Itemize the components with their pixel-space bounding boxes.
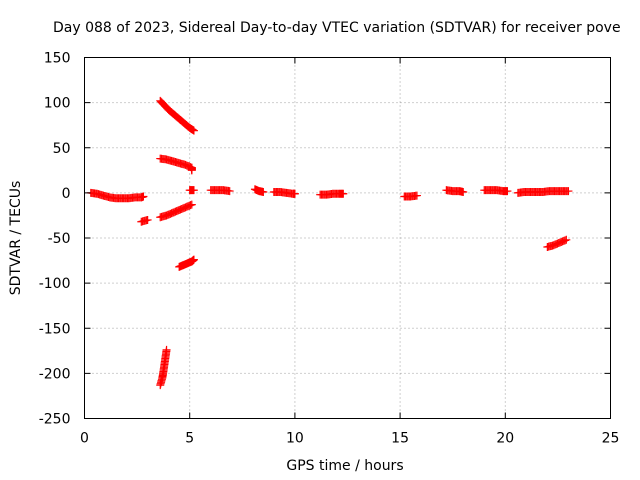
series-arc-1 [86, 188, 148, 203]
series-arc-10 [250, 185, 268, 196]
x-tick-label: 5 [185, 431, 194, 447]
y-tick-labels: -250 -200 -150 -100 -50 0 50 100 150 [39, 51, 71, 428]
data-point [339, 189, 348, 198]
data-point [225, 187, 234, 196]
data-point [189, 255, 198, 264]
series-arc-14 [442, 186, 468, 196]
data-points [86, 96, 573, 390]
series-arc-11 [269, 187, 299, 198]
x-axis-label: GPS time / hours [286, 458, 403, 474]
chart-title: Day 088 of 2023, Sidereal Day-to-day VTE… [53, 20, 621, 36]
y-tick-label: 0 [62, 186, 71, 202]
x-tick-labels: 0 5 10 15 20 25 [80, 431, 619, 447]
data-point [503, 187, 512, 196]
series-arc-12 [316, 189, 348, 199]
y-tick-label: -150 [39, 321, 71, 337]
series-arc-16 [513, 187, 573, 197]
y-tick-label: -250 [39, 412, 71, 428]
data-point [259, 187, 268, 196]
series-arc-9 [206, 186, 234, 196]
data-point [139, 192, 148, 201]
y-tick-label: -200 [39, 366, 71, 382]
y-tick-label: 50 [53, 141, 71, 157]
x-tick-label: 10 [286, 431, 304, 447]
data-point [143, 215, 152, 224]
x-tick-label: 20 [496, 431, 514, 447]
data-point [562, 235, 571, 244]
y-tick-label: 100 [44, 96, 71, 112]
y-tick-label: -100 [39, 276, 71, 292]
data-point [187, 200, 196, 209]
series-arc-4 [156, 96, 198, 135]
data-point [290, 189, 299, 198]
series-arc-7 [156, 345, 171, 390]
data-point [162, 345, 171, 354]
y-tick-label: -50 [48, 231, 71, 247]
y-tick-label: 150 [44, 51, 71, 67]
grid-lines [84, 57, 611, 419]
data-point [459, 187, 468, 196]
x-tick-label: 0 [80, 431, 89, 447]
axis-ticks [84, 57, 611, 419]
series-arc-13 [400, 191, 421, 201]
series-arc-15 [480, 186, 512, 196]
series-arc-2 [137, 215, 152, 226]
series-arc-3 [156, 200, 196, 222]
series-arc-17 [543, 235, 571, 252]
data-point [412, 191, 421, 200]
series-arc-5 [156, 154, 196, 175]
data-point [189, 126, 198, 135]
series-arc-8 [185, 186, 198, 195]
x-tick-label: 25 [602, 431, 620, 447]
data-point [187, 166, 196, 175]
x-tick-label: 15 [391, 431, 409, 447]
data-point [564, 187, 573, 196]
data-point [189, 186, 198, 195]
series-arc-6 [175, 255, 198, 271]
y-axis-label: SDTVAR / TECUs [8, 181, 24, 296]
